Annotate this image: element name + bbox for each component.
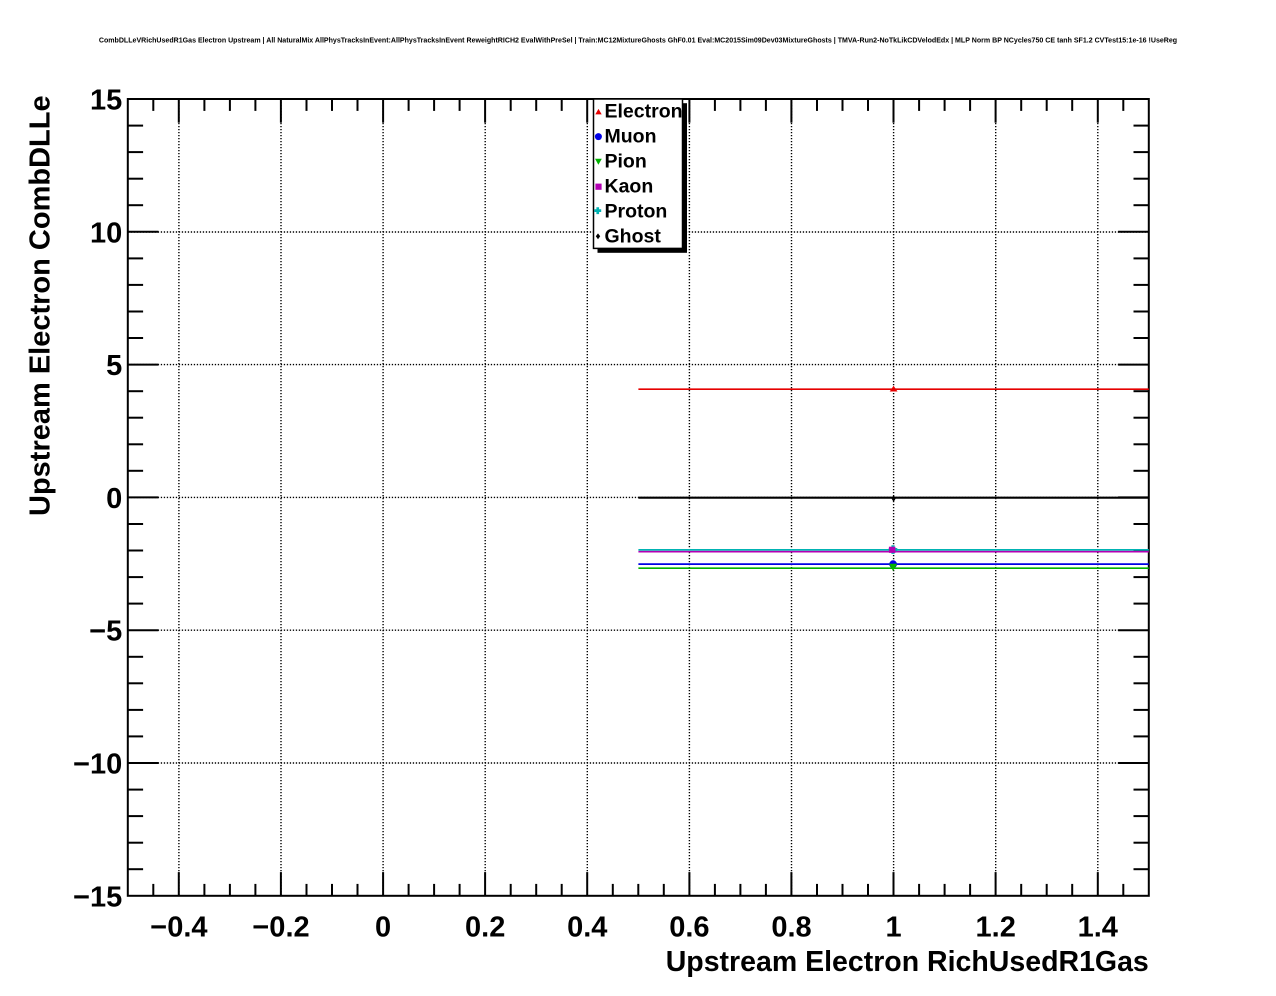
svg-text:0: 0 — [375, 912, 391, 944]
svg-text:1.2: 1.2 — [976, 912, 1016, 944]
svg-text:0.6: 0.6 — [669, 912, 709, 944]
svg-text:10: 10 — [90, 218, 122, 250]
svg-text:1.4: 1.4 — [1078, 912, 1118, 944]
svg-text:Proton: Proton — [605, 201, 668, 223]
svg-text:0.2: 0.2 — [465, 912, 505, 944]
svg-text:0: 0 — [106, 483, 122, 515]
svg-text:−0.2: −0.2 — [252, 912, 309, 944]
svg-text:−15: −15 — [73, 881, 122, 913]
svg-text:−10: −10 — [73, 749, 122, 781]
svg-text:Kaon: Kaon — [605, 176, 654, 198]
svg-text:0.4: 0.4 — [567, 912, 607, 944]
svg-text:−0.4: −0.4 — [150, 912, 207, 944]
svg-text:15: 15 — [90, 85, 122, 117]
svg-text:5: 5 — [106, 350, 122, 382]
svg-text:Ghost: Ghost — [605, 226, 662, 248]
svg-text:Muon: Muon — [605, 126, 657, 148]
svg-text:CombDLLeVRichUsedR1Gas Electro: CombDLLeVRichUsedR1Gas Electron Upstream… — [99, 38, 1177, 45]
svg-text:Upstream Electron CombDLLe: Upstream Electron CombDLLe — [25, 95, 57, 516]
svg-text:−5: −5 — [89, 616, 122, 648]
svg-text:0.8: 0.8 — [771, 912, 811, 944]
svg-text:1: 1 — [886, 912, 902, 944]
svg-text:Pion: Pion — [605, 151, 647, 173]
svg-text:Upstream Electron RichUsedR1Ga: Upstream Electron RichUsedR1Gas — [666, 946, 1149, 978]
svg-text:Electron: Electron — [605, 101, 683, 123]
